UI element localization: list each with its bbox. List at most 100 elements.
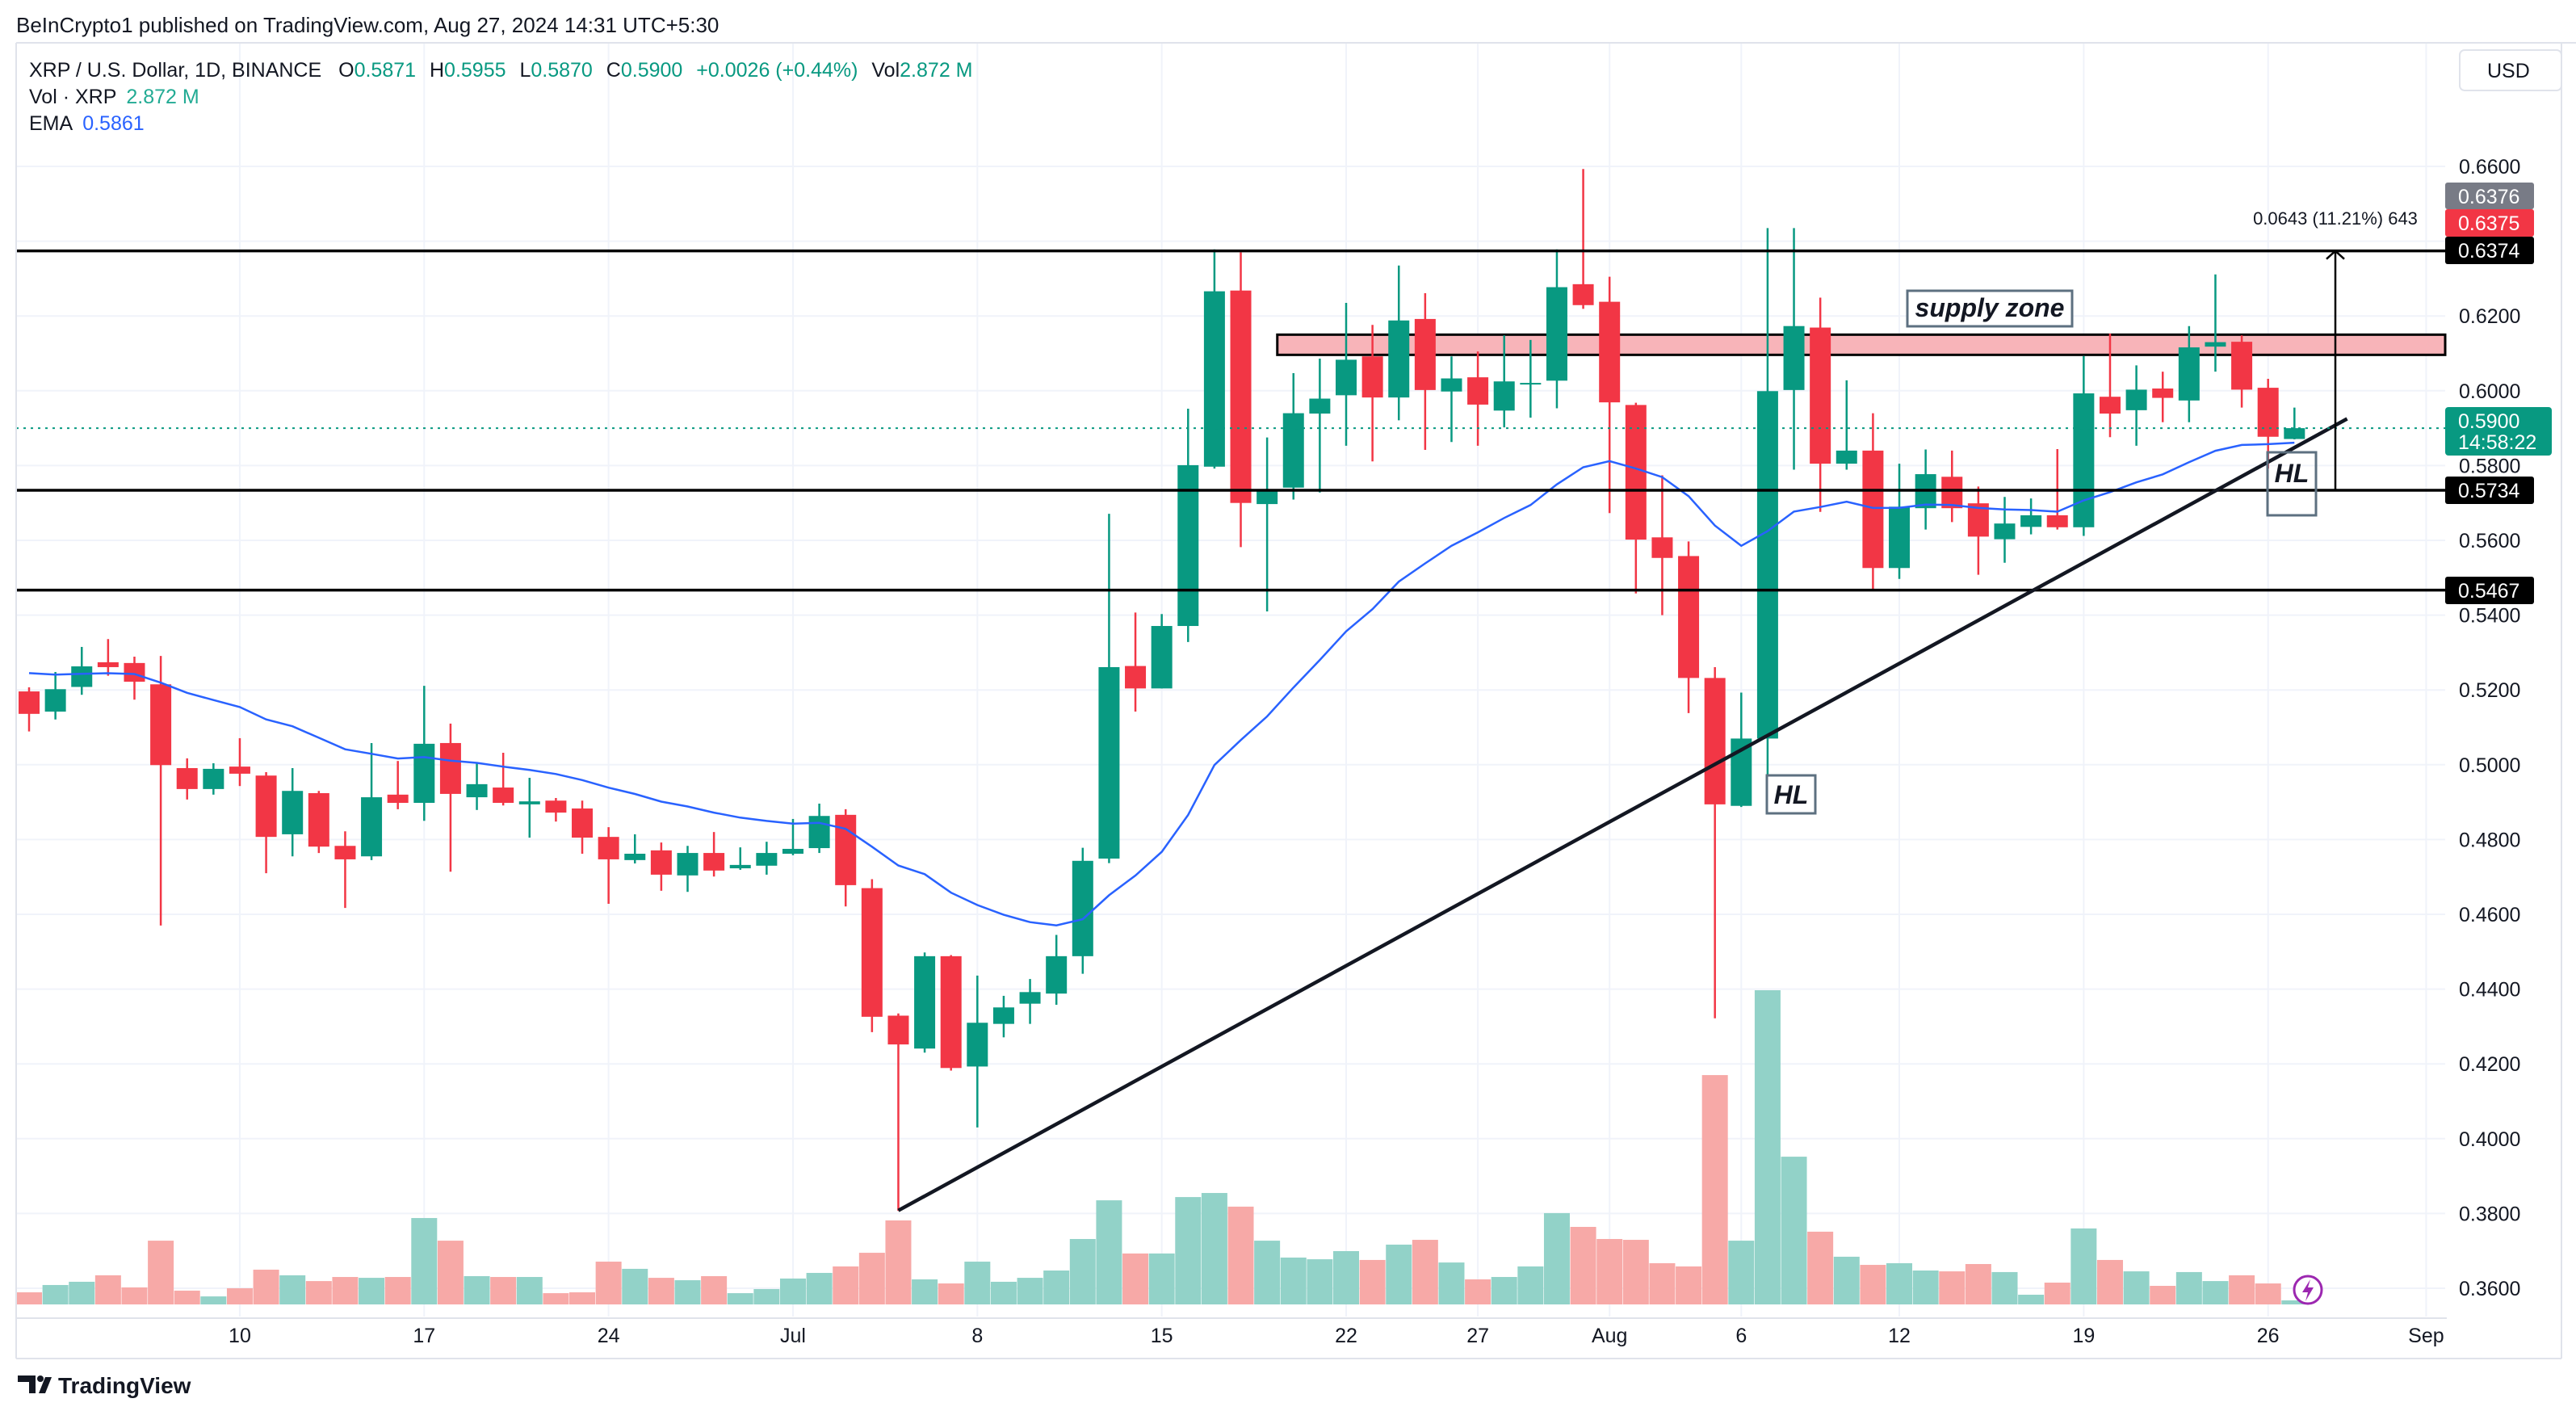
candle bbox=[1731, 692, 1752, 808]
price-tick-label: 0.4800 bbox=[2459, 829, 2520, 851]
volume-bar bbox=[1701, 1075, 1728, 1304]
candle bbox=[2152, 372, 2174, 422]
candle bbox=[493, 752, 514, 806]
candle-body bbox=[466, 783, 488, 798]
volume-bar bbox=[1965, 1264, 1991, 1304]
price-tick-label: 0.3800 bbox=[2459, 1203, 2520, 1225]
candle bbox=[466, 762, 488, 810]
volume-bar bbox=[2018, 1294, 2045, 1304]
volume-bar bbox=[622, 1268, 648, 1304]
price-axis[interactable]: 0.6600 0.6200 0.6000 0.5800 0.5600 0.5400 0.52… bbox=[2459, 156, 2520, 1300]
candle bbox=[914, 952, 936, 1053]
candle-body bbox=[493, 788, 514, 804]
time-tick-label: 19 bbox=[2072, 1325, 2095, 1347]
volume-bar bbox=[1622, 1240, 1649, 1304]
candle-body bbox=[572, 808, 594, 838]
candle bbox=[1361, 325, 1383, 462]
volume-bar bbox=[1991, 1271, 2018, 1304]
ema-label: EMA bbox=[29, 112, 73, 135]
candle bbox=[255, 772, 277, 874]
supply-zone-label: supply zone bbox=[1915, 293, 2065, 322]
trendline[interactable] bbox=[897, 417, 2348, 1212]
candle-body bbox=[1783, 326, 1805, 390]
candle-body bbox=[2046, 514, 2068, 527]
candle-body bbox=[1625, 405, 1647, 540]
candle-body bbox=[1572, 284, 1594, 305]
candle-body bbox=[1177, 464, 1199, 627]
candle-body bbox=[1756, 391, 1778, 739]
time-tick-label: 17 bbox=[413, 1325, 435, 1347]
candle-body bbox=[598, 837, 619, 859]
volume-bar bbox=[964, 1262, 991, 1304]
volume-bar bbox=[1781, 1157, 1807, 1304]
candle bbox=[2284, 407, 2305, 439]
tradingview-logo[interactable]: TradingView bbox=[18, 1373, 191, 1398]
candle-body bbox=[124, 662, 145, 682]
candle bbox=[1151, 614, 1173, 689]
candle bbox=[1230, 252, 1252, 548]
supply-zone-label-box[interactable]: supply zone bbox=[1906, 289, 2074, 328]
currency-label: USD bbox=[2487, 60, 2530, 82]
change-value: +0.0026 (+0.44%) bbox=[696, 59, 858, 82]
time-tick-label: 12 bbox=[1888, 1325, 1911, 1347]
candle-body bbox=[835, 814, 857, 885]
candle bbox=[1836, 380, 1857, 470]
volume-bar bbox=[1254, 1241, 1281, 1304]
candle-body bbox=[44, 689, 66, 712]
badge-level-mid: 0.5734 bbox=[2445, 477, 2534, 504]
measure-label: 0.0643 (11.21%) 643 bbox=[2253, 208, 2418, 229]
volume-bar bbox=[1227, 1206, 1254, 1304]
hl-label-box-2[interactable]: HL bbox=[2266, 451, 2318, 517]
hl-label-box-1[interactable]: HL bbox=[1765, 774, 1817, 815]
candle-body bbox=[1678, 556, 1700, 678]
candle-body bbox=[1651, 537, 1673, 558]
time-axis[interactable]: 10 17 24 Jul 8 15 22 27 Aug 6 12 19 26 Sep bbox=[229, 1325, 2444, 1347]
badge-bg bbox=[2445, 407, 2552, 456]
volume-bar bbox=[1860, 1265, 1886, 1304]
candle bbox=[1546, 249, 1567, 409]
volume-series-label: Vol · XRP bbox=[29, 86, 116, 108]
candle-body bbox=[1072, 860, 1093, 956]
candle-body bbox=[1599, 301, 1621, 403]
volume-bar bbox=[753, 1289, 780, 1304]
volume-bar bbox=[411, 1218, 438, 1304]
last-price-text: 0.5900 bbox=[2458, 410, 2519, 433]
candle bbox=[2125, 365, 2147, 446]
candle-body bbox=[1994, 523, 2016, 540]
candle-body bbox=[1520, 383, 1542, 385]
currency-button-bg[interactable] bbox=[2459, 49, 2562, 91]
candle bbox=[1862, 413, 1884, 590]
candle bbox=[1388, 265, 1410, 421]
volume-legend[interactable]: Vol · XRP 2.872 M bbox=[29, 86, 199, 108]
candle bbox=[729, 847, 751, 870]
candle bbox=[2205, 274, 2226, 372]
candle-body bbox=[387, 794, 409, 804]
volume-bar bbox=[1096, 1200, 1122, 1304]
candle bbox=[1257, 437, 1278, 611]
candle-body bbox=[914, 956, 936, 1049]
candle-body bbox=[361, 797, 383, 857]
currency-button[interactable]: USD bbox=[2459, 49, 2562, 91]
low-value: 0.5870 bbox=[531, 59, 592, 82]
lightning-icon[interactable] bbox=[2293, 1275, 2323, 1305]
candle-body bbox=[2099, 397, 2121, 414]
candle-body bbox=[71, 666, 93, 687]
volume-bar bbox=[543, 1293, 569, 1304]
candle bbox=[1414, 292, 1436, 450]
volume-bar bbox=[674, 1280, 701, 1304]
candle-body bbox=[1493, 381, 1515, 411]
published-caption: BeInCrypto1 published on TradingView.com… bbox=[16, 13, 719, 37]
candle-body bbox=[334, 846, 356, 859]
volume-bar bbox=[1175, 1197, 1202, 1304]
candle-body bbox=[229, 766, 250, 774]
badge-bg bbox=[2445, 577, 2534, 604]
volume-bar bbox=[384, 1277, 411, 1304]
volume-bar bbox=[1649, 1262, 1676, 1304]
candle bbox=[2020, 498, 2042, 535]
candle bbox=[44, 671, 66, 720]
supply-zone-rect[interactable] bbox=[1276, 333, 2447, 356]
close-label: C bbox=[606, 59, 621, 82]
candle-body bbox=[2231, 342, 2253, 390]
ema-legend[interactable]: EMA 0.5861 bbox=[29, 112, 145, 135]
